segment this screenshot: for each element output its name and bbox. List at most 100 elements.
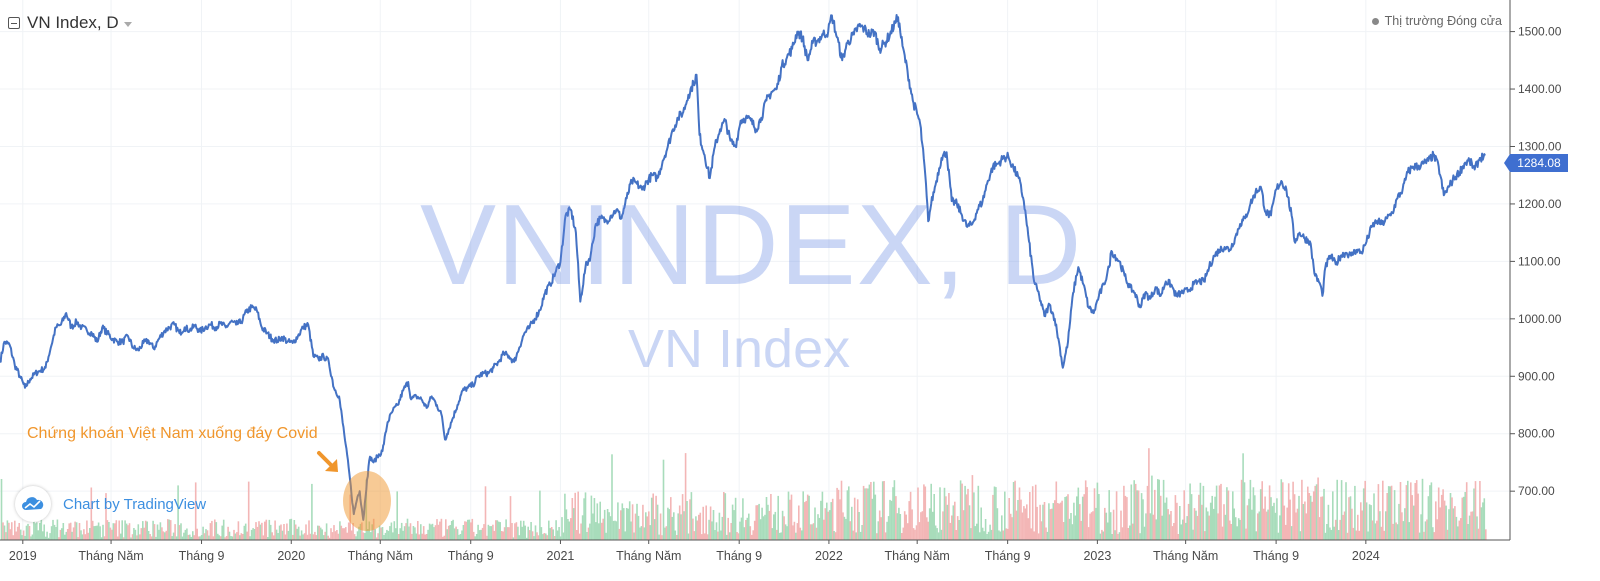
volume-bar (1305, 513, 1308, 540)
volume-bar (194, 482, 197, 540)
volume-bar (102, 524, 104, 540)
volume-bar (442, 536, 444, 540)
volume-bar (144, 520, 147, 540)
volume-bar (371, 524, 373, 540)
volume-bar (895, 496, 897, 540)
volume-bar (467, 519, 469, 540)
volume-bar (1111, 534, 1113, 540)
volume-bar (1148, 448, 1150, 540)
volume-bar (693, 531, 696, 540)
volume-bar (1437, 487, 1440, 540)
volume-bar (1436, 519, 1438, 540)
volume-bar (236, 532, 238, 540)
volume-bar (555, 520, 557, 540)
volume-bar (275, 529, 278, 540)
volume-bar (518, 535, 521, 540)
volume-bar (1124, 495, 1127, 540)
volume-bar (599, 501, 601, 540)
volume-bar (1011, 517, 1013, 540)
volume-bar (951, 515, 953, 540)
volume-bar (1276, 498, 1278, 540)
volume-bar (1099, 533, 1102, 540)
volume-bar (650, 497, 653, 540)
volume-bar (497, 521, 500, 540)
volume-bar (1020, 499, 1022, 540)
tradingview-label[interactable]: Chart by TradingView (63, 495, 207, 513)
volume-bar (192, 531, 194, 540)
volume-bar (459, 534, 462, 540)
volume-bar (983, 531, 985, 540)
volume-bar (1068, 518, 1071, 540)
volume-bar (1449, 493, 1452, 540)
volume-bar (97, 522, 100, 540)
volume-bar (244, 523, 247, 540)
volume-bar (1248, 498, 1250, 540)
volume-bar (623, 508, 625, 540)
chevron-down-icon[interactable] (123, 21, 132, 27)
volume-bar (867, 488, 869, 540)
volume-bar (1468, 515, 1471, 540)
covid-annotation: Chứng khoán Việt Nam xuống đáy Covid (27, 425, 318, 442)
volume-bar (680, 514, 682, 540)
volume-bar (768, 510, 771, 540)
symbol-title[interactable]: VN Index, D (27, 13, 119, 32)
volume-bar (455, 526, 457, 540)
volume-bar (380, 527, 382, 540)
volume-bar (280, 524, 282, 540)
volume-bar (258, 521, 260, 540)
volume-bar (1279, 515, 1281, 540)
volume-bar (118, 520, 120, 540)
volume-bar (896, 513, 899, 540)
volume-bar (134, 529, 137, 540)
volume-bar (233, 529, 235, 540)
volume-bar (1312, 491, 1315, 540)
volume-bar (1292, 481, 1294, 540)
volume-bar (845, 518, 847, 540)
volume-bar (1483, 498, 1486, 540)
volume-bar (400, 522, 403, 540)
volume-bar (128, 523, 131, 540)
tradingview-branding[interactable]: Chart by TradingView (15, 486, 206, 522)
volume-bar (756, 505, 759, 540)
volume-bar (175, 536, 178, 540)
volume-bar (705, 505, 707, 540)
volume-bar (0, 479, 3, 540)
volume-bar (755, 505, 757, 540)
volume-bar (109, 527, 112, 540)
volume-bar (617, 502, 619, 540)
volume-bar (1273, 502, 1275, 540)
volume-bar (1451, 497, 1453, 540)
volume-bar (1089, 513, 1091, 540)
volume-bar (115, 520, 118, 540)
volume-bar (1452, 508, 1455, 540)
volume-bar (977, 485, 980, 540)
volume-bar (89, 528, 91, 540)
volume-bar (90, 487, 93, 540)
volume-bar (670, 497, 672, 540)
volume-bar (865, 488, 868, 540)
volume-bar (1396, 524, 1399, 540)
volume-bar (1059, 502, 1062, 540)
volume-bar (28, 526, 31, 540)
volume-bar (174, 524, 176, 540)
volume-bar (889, 499, 891, 540)
volume-bar (378, 525, 381, 540)
volume-bar (8, 522, 10, 540)
volume-bar (1120, 510, 1122, 540)
volume-bar (818, 517, 821, 540)
volume-bar (1217, 513, 1219, 540)
volume-bar (1087, 527, 1090, 540)
volume-bar (589, 523, 591, 540)
volume-bar (1230, 524, 1233, 540)
volume-bar (75, 522, 78, 540)
tick-label-y: 900.00 (1518, 369, 1555, 383)
volume-bar (286, 523, 288, 540)
volume-bar (906, 523, 909, 540)
volume-bar (909, 491, 912, 540)
volume-bar (1412, 505, 1415, 540)
volume-bar (934, 525, 937, 540)
collapse-icon[interactable] (8, 17, 20, 29)
volume-bar (402, 530, 404, 540)
volume-bar (856, 499, 859, 540)
